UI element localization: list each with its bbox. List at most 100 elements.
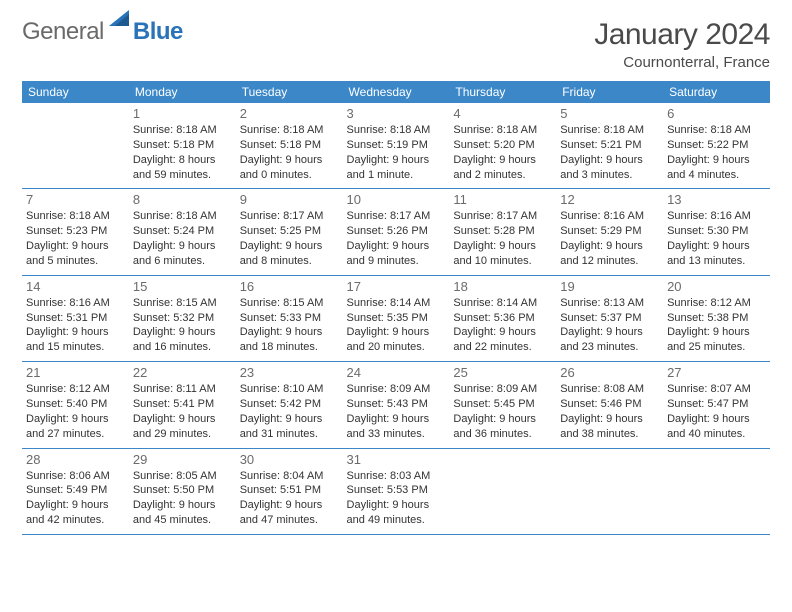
day-info: Sunrise: 8:08 AMSunset: 5:46 PMDaylight:… xyxy=(560,382,659,441)
day-info: Sunrise: 8:11 AMSunset: 5:41 PMDaylight:… xyxy=(133,382,232,441)
day-number: 12 xyxy=(560,192,659,207)
calendar-cell: 18Sunrise: 8:14 AMSunset: 5:36 PMDayligh… xyxy=(449,275,556,361)
day-number: 8 xyxy=(133,192,232,207)
day-number: 3 xyxy=(347,106,446,121)
day-info-line: Daylight: 9 hours xyxy=(133,325,232,340)
day-info: Sunrise: 8:12 AMSunset: 5:38 PMDaylight:… xyxy=(667,296,766,355)
day-info-line: and 22 minutes. xyxy=(453,340,552,355)
day-info: Sunrise: 8:18 AMSunset: 5:18 PMDaylight:… xyxy=(240,123,339,182)
day-info: Sunrise: 8:03 AMSunset: 5:53 PMDaylight:… xyxy=(347,469,446,528)
calendar-cell: 5Sunrise: 8:18 AMSunset: 5:21 PMDaylight… xyxy=(556,103,663,189)
calendar-cell: 3 Sunrise: 8:18 AMSunset: 5:19 PMDaylight… xyxy=(343,103,450,189)
location: Cournonterral, France xyxy=(594,54,770,71)
day-info: Sunrise: 8:17 AMSunset: 5:28 PMDaylight:… xyxy=(453,209,552,268)
day-info: Sunrise: 8:13 AMSunset: 5:37 PMDaylight:… xyxy=(560,296,659,355)
calendar-cell: 20Sunrise: 8:12 AMSunset: 5:38 PMDayligh… xyxy=(663,275,770,361)
day-info-line: and 0 minutes. xyxy=(240,168,339,183)
day-info-line: Sunset: 5:49 PM xyxy=(26,483,125,498)
calendar-cell: 6 Sunrise: 8:18 AMSunset: 5:22 PMDaylight… xyxy=(663,103,770,189)
day-info-line: Sunset: 5:19 PM xyxy=(347,138,446,153)
calendar-row: 28Sunrise: 8:06 AMSunset: 5:49 PMDayligh… xyxy=(22,448,770,534)
calendar-body: 1 Sunrise: 8:18 AMSunset: 5:18 PMDaylight… xyxy=(22,103,770,534)
day-info-line: Sunrise: 8:12 AM xyxy=(26,382,125,397)
calendar-cell: 7Sunrise: 8:18 AMSunset: 5:23 PMDaylight… xyxy=(22,189,129,275)
calendar-cell: 16Sunrise: 8:15 AMSunset: 5:33 PMDayligh… xyxy=(236,275,343,361)
day-info-line: Daylight: 9 hours xyxy=(667,239,766,254)
day-info-line: Sunrise: 8:18 AM xyxy=(133,209,232,224)
day-info-line: Sunset: 5:30 PM xyxy=(667,224,766,239)
day-info-line: Daylight: 9 hours xyxy=(453,325,552,340)
day-info-line: and 18 minutes. xyxy=(240,340,339,355)
day-info-line: Sunset: 5:53 PM xyxy=(347,483,446,498)
header: General Blue January 2024 Cournonterral,… xyxy=(22,18,770,71)
weekday-header: Sunday xyxy=(22,81,129,103)
day-info-line: Sunset: 5:21 PM xyxy=(560,138,659,153)
calendar-cell xyxy=(663,448,770,534)
day-info: Sunrise: 8:09 AMSunset: 5:45 PMDaylight:… xyxy=(453,382,552,441)
day-info-line: and 3 minutes. xyxy=(560,168,659,183)
day-info-line: Sunrise: 8:18 AM xyxy=(560,123,659,138)
day-info-line: Sunrise: 8:05 AM xyxy=(133,469,232,484)
day-info-line: Daylight: 9 hours xyxy=(26,412,125,427)
day-number: 1 xyxy=(133,106,232,121)
day-info-line: Daylight: 9 hours xyxy=(560,239,659,254)
day-info-line: Daylight: 9 hours xyxy=(667,325,766,340)
day-info-line: Sunrise: 8:16 AM xyxy=(560,209,659,224)
day-number: 26 xyxy=(560,365,659,380)
day-number: 17 xyxy=(347,279,446,294)
calendar-cell xyxy=(22,103,129,189)
day-info-line: and 10 minutes. xyxy=(453,254,552,269)
day-info: Sunrise: 8:18 AMSunset: 5:19 PMDaylight:… xyxy=(347,123,446,182)
day-info-line: Daylight: 9 hours xyxy=(240,412,339,427)
day-info-line: and 27 minutes. xyxy=(26,427,125,442)
day-info: Sunrise: 8:17 AMSunset: 5:25 PMDaylight:… xyxy=(240,209,339,268)
calendar-cell: 11Sunrise: 8:17 AMSunset: 5:28 PMDayligh… xyxy=(449,189,556,275)
weekday-header: Thursday xyxy=(449,81,556,103)
day-info-line: Sunrise: 8:17 AM xyxy=(347,209,446,224)
day-number: 6 xyxy=(667,106,766,121)
calendar-table: SundayMondayTuesdayWednesdayThursdayFrid… xyxy=(22,81,770,535)
day-info-line: Sunset: 5:32 PM xyxy=(133,311,232,326)
day-info-line: Sunrise: 8:18 AM xyxy=(667,123,766,138)
day-info: Sunrise: 8:14 AMSunset: 5:35 PMDaylight:… xyxy=(347,296,446,355)
calendar-cell: 8 Sunrise: 8:18 AMSunset: 5:24 PMDaylight… xyxy=(129,189,236,275)
calendar-cell xyxy=(556,448,663,534)
day-info: Sunrise: 8:15 AMSunset: 5:33 PMDaylight:… xyxy=(240,296,339,355)
day-info-line: Sunrise: 8:10 AM xyxy=(240,382,339,397)
day-info-line: Sunset: 5:20 PM xyxy=(453,138,552,153)
day-info-line: and 42 minutes. xyxy=(26,513,125,528)
day-info: Sunrise: 8:18 AMSunset: 5:24 PMDaylight:… xyxy=(133,209,232,268)
day-info-line: Sunset: 5:28 PM xyxy=(453,224,552,239)
day-number: 29 xyxy=(133,452,232,467)
day-info-line: Daylight: 9 hours xyxy=(26,498,125,513)
day-info-line: Sunset: 5:35 PM xyxy=(347,311,446,326)
day-info-line: Sunrise: 8:18 AM xyxy=(133,123,232,138)
day-info-line: Daylight: 9 hours xyxy=(26,325,125,340)
day-info: Sunrise: 8:18 AMSunset: 5:22 PMDaylight:… xyxy=(667,123,766,182)
day-info-line: Sunrise: 8:18 AM xyxy=(453,123,552,138)
calendar-cell: 30Sunrise: 8:04 AMSunset: 5:51 PMDayligh… xyxy=(236,448,343,534)
day-info-line: Sunrise: 8:15 AM xyxy=(133,296,232,311)
day-info-line: Sunrise: 8:17 AM xyxy=(240,209,339,224)
calendar-row: 7Sunrise: 8:18 AMSunset: 5:23 PMDaylight… xyxy=(22,189,770,275)
day-info-line: and 13 minutes. xyxy=(667,254,766,269)
day-info-line: Sunrise: 8:09 AM xyxy=(347,382,446,397)
day-number: 10 xyxy=(347,192,446,207)
logo: General Blue xyxy=(22,18,183,46)
calendar-cell: 2Sunrise: 8:18 AMSunset: 5:18 PMDaylight… xyxy=(236,103,343,189)
day-info-line: Sunrise: 8:18 AM xyxy=(26,209,125,224)
day-info-line: Sunset: 5:50 PM xyxy=(133,483,232,498)
day-info: Sunrise: 8:18 AMSunset: 5:18 PMDaylight:… xyxy=(133,123,232,182)
day-number: 25 xyxy=(453,365,552,380)
day-info-line: and 12 minutes. xyxy=(560,254,659,269)
day-number: 5 xyxy=(560,106,659,121)
calendar-cell: 17 Sunrise: 8:14 AMSunset: 5:35 PMDayligh… xyxy=(343,275,450,361)
day-info-line: Daylight: 9 hours xyxy=(347,153,446,168)
day-info: Sunrise: 8:17 AMSunset: 5:26 PMDaylight:… xyxy=(347,209,446,268)
day-info-line: Daylight: 9 hours xyxy=(133,412,232,427)
logo-blue-text: Blue xyxy=(133,18,183,46)
calendar-row: 14Sunrise: 8:16 AMSunset: 5:31 PMDayligh… xyxy=(22,275,770,361)
day-number: 21 xyxy=(26,365,125,380)
day-info-line: Daylight: 9 hours xyxy=(240,153,339,168)
calendar-row: 21Sunrise: 8:12 AMSunset: 5:40 PMDayligh… xyxy=(22,362,770,448)
